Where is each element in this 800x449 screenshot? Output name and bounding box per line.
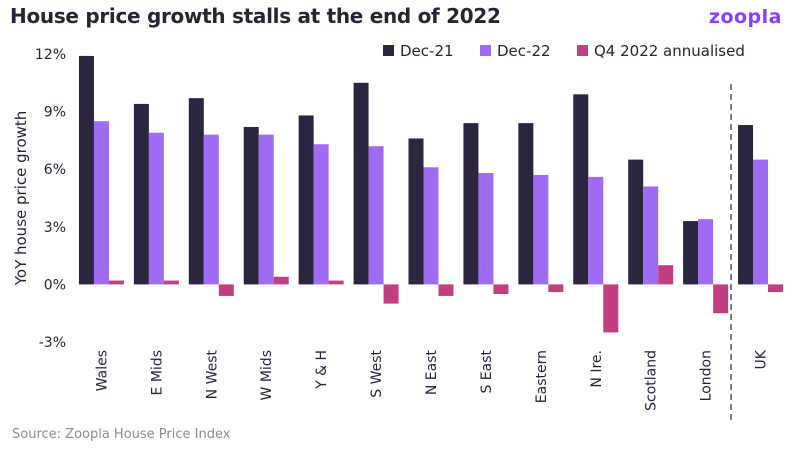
bar-eastern-0 — [518, 123, 534, 285]
bar-n-ire--0 — [573, 94, 589, 285]
bar-wales-1 — [93, 121, 109, 285]
bar-london-1 — [698, 219, 714, 285]
y-tick-label: 12% — [35, 47, 66, 63]
legend-swatch — [383, 45, 394, 56]
x-tick-label: N West — [204, 349, 220, 399]
y-tick-label: 6% — [44, 162, 66, 178]
bar-s-east-1 — [478, 173, 494, 285]
x-tick-label: Y & H — [314, 350, 330, 390]
bar-uk-1 — [753, 159, 769, 285]
bar-s-west-1 — [368, 146, 384, 285]
y-tick-label: -3% — [39, 335, 66, 351]
x-tick-label: UK — [754, 349, 770, 369]
bar-n-east-0 — [408, 138, 424, 285]
bar-w-mids-0 — [243, 126, 259, 285]
bar-n-west-1 — [203, 134, 219, 285]
x-tick-label: Eastern — [534, 350, 550, 403]
x-tick-label: W Mids — [259, 350, 275, 400]
x-tick-label: N Ire. — [589, 350, 605, 388]
bar-n-ire--1 — [588, 176, 604, 285]
bar-scotland-0 — [628, 159, 644, 285]
bars-group — [78, 55, 784, 420]
source-note: Source: Zoopla House Price Index — [12, 427, 231, 442]
bar-wales-0 — [78, 55, 94, 285]
x-tick-label: Scotland — [644, 350, 660, 411]
legend-label: Dec-21 — [400, 42, 454, 60]
legend-label: Q4 2022 annualised — [594, 42, 745, 60]
bar-y-h-1 — [313, 144, 329, 285]
bar-n-ire--2 — [603, 284, 619, 333]
x-tick-label: N East — [424, 349, 440, 395]
bar-w-mids-2 — [273, 276, 289, 285]
bar-eastern-1 — [533, 174, 549, 285]
bar-y-h-0 — [298, 115, 314, 285]
x-tick-label: E Mids — [149, 350, 165, 395]
bar-n-east-1 — [423, 167, 439, 285]
bar-s-west-0 — [353, 82, 369, 285]
bar-n-west-2 — [218, 284, 234, 296]
bar-eastern-2 — [548, 284, 564, 293]
bar-e-mids-0 — [133, 103, 149, 285]
y-tick-label: 3% — [44, 220, 66, 236]
y-tick-label: 0% — [44, 277, 66, 293]
bar-s-east-0 — [463, 123, 479, 285]
bar-e-mids-1 — [148, 132, 164, 285]
x-tick-label: Wales — [94, 350, 110, 391]
bar-london-2 — [713, 284, 729, 314]
y-tick-label: 9% — [44, 105, 66, 121]
chart-title: House price growth stalls at the end of … — [10, 4, 501, 28]
legend-label: Dec-22 — [497, 42, 551, 60]
bar-scotland-1 — [643, 186, 659, 285]
legend-swatch — [480, 45, 491, 56]
bar-uk-2 — [768, 284, 784, 293]
x-axis: Wales E Mids N West W Mids Y & H S West N East… — [94, 349, 769, 411]
bar-s-west-2 — [383, 284, 399, 304]
bar-uk-0 — [738, 125, 754, 285]
y-axis-label: YoY house price growth — [12, 111, 30, 287]
x-tick-label: S West — [369, 349, 385, 397]
bar-scotland-2 — [658, 265, 674, 285]
bar-s-east-2 — [493, 284, 509, 294]
bar-w-mids-1 — [258, 134, 274, 285]
bar-london-0 — [683, 221, 699, 285]
x-tick-label: London — [699, 350, 715, 401]
bar-y-h-2 — [328, 280, 344, 285]
bar-wales-2 — [108, 280, 124, 285]
bar-e-mids-2 — [163, 280, 179, 285]
legend: Dec-21 Dec-22 Q4 2022 annualised — [383, 42, 745, 60]
x-tick-label: S East — [479, 349, 495, 393]
legend-swatch — [577, 45, 588, 56]
bar-n-west-0 — [188, 98, 204, 285]
y-axis: 12% 9% 6% 3% 0% -3% — [35, 47, 66, 351]
bar-n-east-2 — [438, 284, 454, 296]
zoopla-logo: zoopla — [708, 6, 782, 28]
